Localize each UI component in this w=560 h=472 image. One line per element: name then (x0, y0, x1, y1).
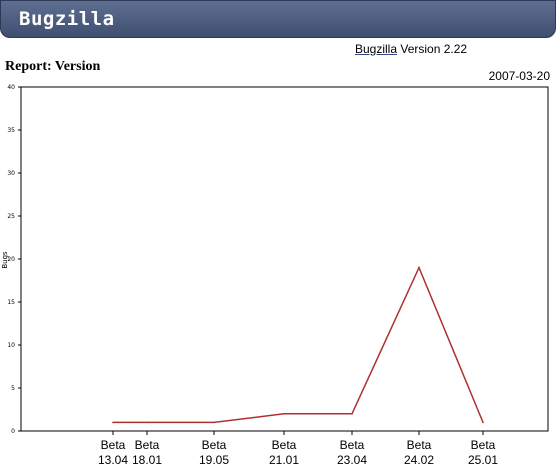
x-tick-label: Beta 21.01 (269, 438, 299, 467)
report-date: 2007-03-20 (488, 69, 550, 83)
data-point (146, 421, 148, 424)
y-tick-label: 40 (7, 84, 15, 91)
x-tick-label: Beta 25.01 (468, 438, 498, 467)
x-tick-label: Beta 18.01 (132, 438, 162, 467)
data-point (283, 413, 285, 415)
data-point (213, 421, 215, 424)
y-tick-label: 35 (7, 127, 15, 134)
y-tick-label: 20 (7, 256, 15, 263)
y-axis-label: Bugs (1, 251, 9, 269)
data-point (351, 413, 353, 415)
y-tick-label: 25 (7, 213, 15, 220)
app-title: Bugzilla (19, 8, 115, 30)
version-line: Bugzilla Version 2.22 (355, 42, 467, 56)
data-point (112, 421, 114, 424)
x-tick-label: Beta 24.02 (404, 438, 434, 467)
x-tick-label: Beta 19.05 (199, 438, 229, 467)
app-banner: Bugzilla (0, 0, 556, 38)
report-title: Report: Version (5, 59, 101, 74)
x-tick-label: Beta 13.04 (98, 438, 128, 467)
x-tick-label: Beta 23.04 (337, 438, 367, 467)
y-tick-label: 30 (7, 170, 15, 177)
plot-frame (20, 86, 549, 432)
y-tick-label: 15 (7, 299, 15, 306)
data-point (418, 266, 420, 269)
y-tick-label: 0 (11, 428, 15, 435)
bugzilla-link[interactable]: Bugzilla (355, 42, 398, 56)
y-tick-label: 10 (7, 342, 15, 349)
version-text: Version 2.22 (400, 42, 468, 56)
data-point (482, 421, 484, 424)
y-tick-label: 5 (11, 385, 15, 392)
series-line (113, 265, 484, 424)
